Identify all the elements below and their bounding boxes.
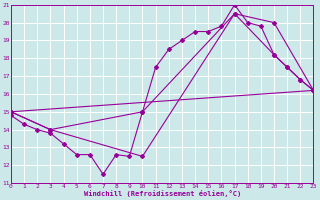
- X-axis label: Windchill (Refroidissement éolien,°C): Windchill (Refroidissement éolien,°C): [84, 190, 241, 197]
